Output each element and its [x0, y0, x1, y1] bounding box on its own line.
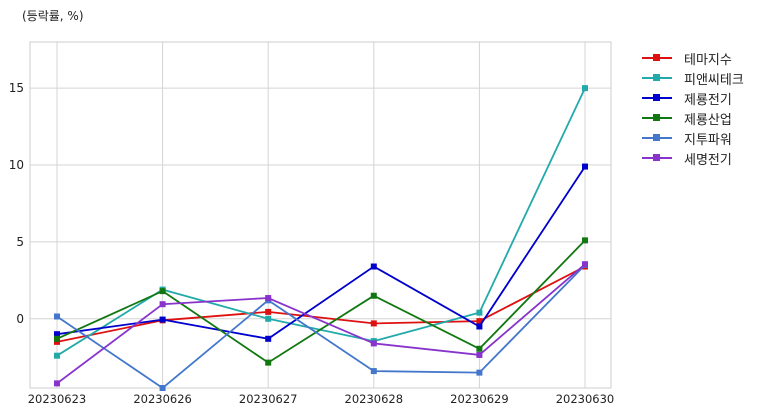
data-point [476, 309, 483, 316]
series-line [56, 263, 586, 385]
legend-marker [653, 54, 660, 61]
series-line [56, 166, 586, 340]
legend-marker [653, 94, 660, 101]
x-tick-label: 20230630 [556, 392, 615, 406]
data-point [54, 338, 60, 345]
plot-frame [29, 41, 612, 389]
data-point [265, 335, 272, 342]
data-point [476, 323, 483, 330]
data-point [476, 345, 483, 352]
data-point [159, 316, 166, 323]
data-point [54, 335, 60, 342]
data-point [54, 380, 60, 387]
data-point [476, 318, 483, 325]
data-point [159, 385, 166, 391]
data-point [265, 359, 272, 366]
data-point [476, 369, 483, 376]
series-line [56, 264, 586, 390]
x-tick-label: 20230627 [239, 392, 298, 406]
y-tick-label: 5 [16, 235, 24, 249]
legend-marker [653, 114, 660, 121]
data-point [54, 331, 60, 338]
data-point [265, 295, 272, 302]
series-line [56, 239, 586, 364]
legend-label: 테마지수 [684, 53, 732, 68]
data-point [582, 163, 588, 170]
x-tick-label: 20230626 [133, 392, 192, 406]
data-point [54, 352, 60, 359]
data-point [582, 261, 588, 268]
data-point [265, 315, 272, 322]
x-tick-label: 20230628 [345, 392, 404, 406]
data-point [159, 301, 166, 308]
x-tick-label: 20230629 [450, 392, 509, 406]
series-line [56, 265, 586, 343]
legend-label: 피앤씨테크 [684, 73, 744, 88]
data-point [370, 292, 377, 299]
y-tick-label: 10 [9, 158, 24, 172]
data-point [370, 263, 377, 270]
data-point [476, 351, 483, 358]
data-point [265, 308, 272, 315]
data-point [159, 288, 166, 295]
data-point [370, 340, 377, 347]
legend-label: 제룡전기 [684, 93, 732, 108]
y-tick-label: 0 [16, 312, 24, 326]
legend-marker [653, 154, 660, 161]
legend-marker [653, 134, 660, 141]
data-point [54, 313, 60, 320]
legend-label: 지투파워 [684, 133, 732, 148]
y-tick-label: 15 [9, 81, 24, 95]
legend-label: 세명전기 [684, 153, 732, 168]
x-tick-label: 20230623 [28, 392, 87, 406]
data-point [370, 368, 377, 375]
unit-note: (등락률, %) [22, 9, 84, 23]
data-point [370, 320, 377, 327]
data-point [582, 85, 588, 92]
data-point [582, 237, 588, 244]
legend-marker [653, 74, 660, 81]
legend-label: 제룡산업 [684, 113, 732, 128]
